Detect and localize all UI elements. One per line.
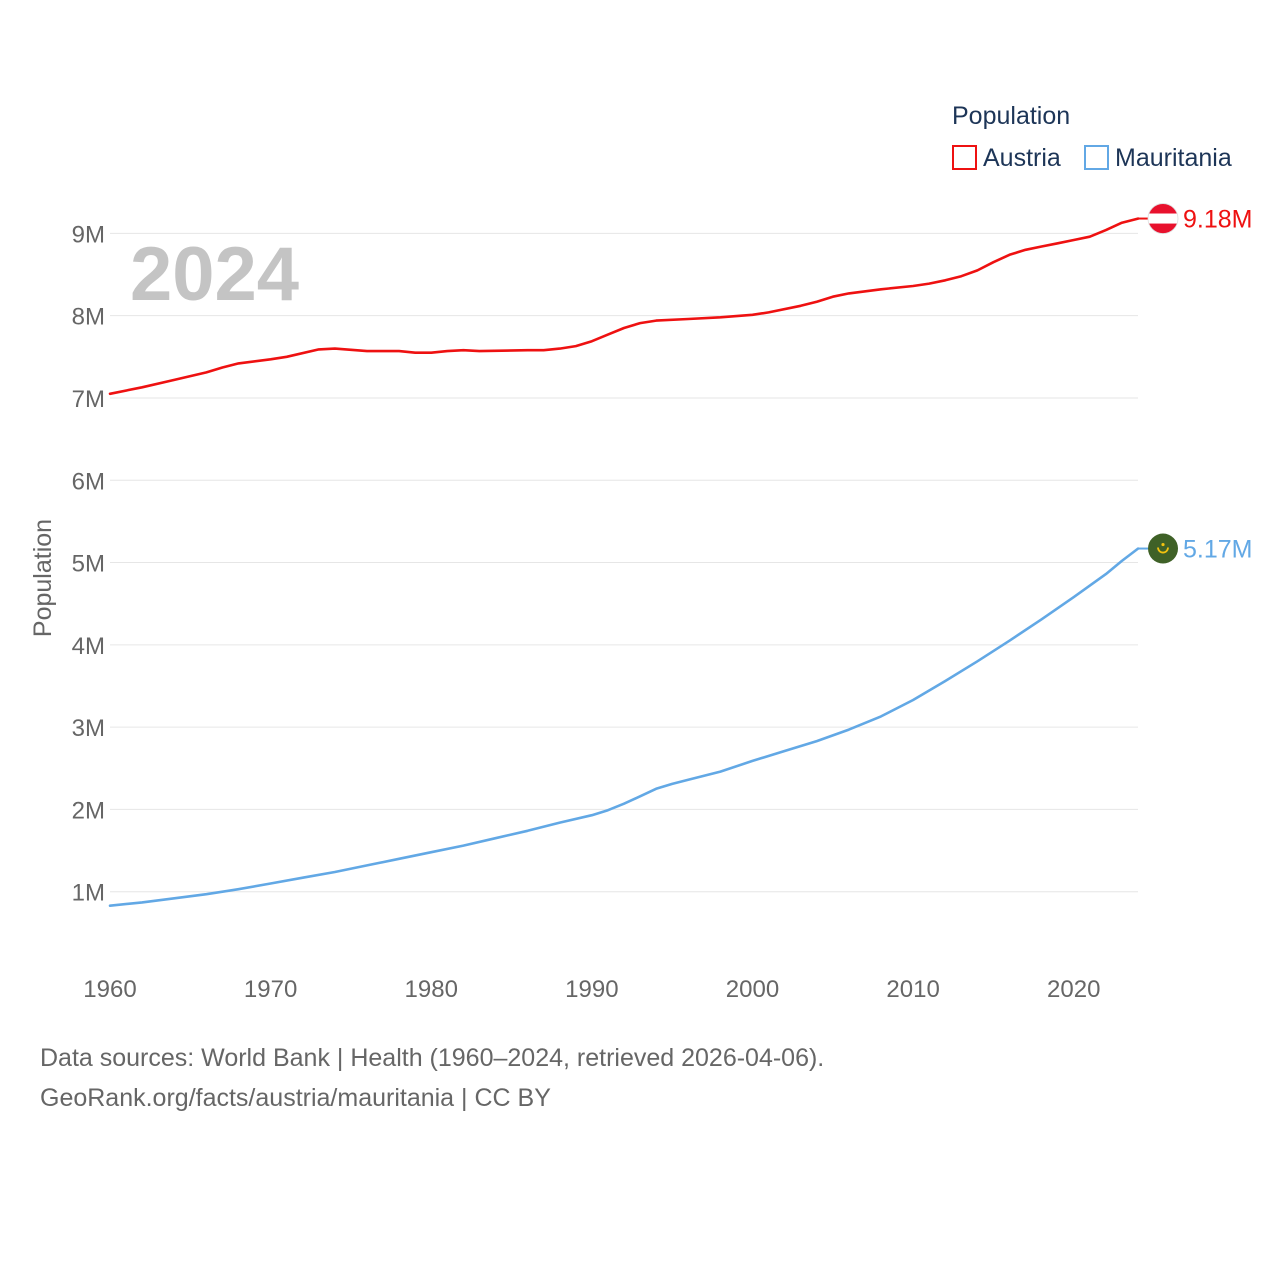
legend: Population Austria Mauritania (952, 102, 1232, 172)
legend-item-mauritania[interactable]: Mauritania (1084, 144, 1232, 172)
y-axis-label: Population (29, 519, 57, 637)
x-tick-label: 2010 (886, 976, 939, 1003)
legend-swatch-austria (952, 145, 977, 170)
legend-title: Population (952, 102, 1070, 130)
x-tick-label: 1980 (405, 976, 458, 1003)
x-axis-ticks: 1960 1970 1980 1990 2000 2010 2020 (83, 976, 1100, 1003)
legend-label-austria: Austria (983, 144, 1061, 172)
end-value-label-austria: 9.18M (1183, 206, 1252, 234)
y-tick-label: 2M (72, 797, 105, 824)
x-tick-label: 1970 (244, 976, 297, 1003)
series-line-mauritania[interactable] (108, 547, 1140, 907)
grid-lines (110, 232, 1138, 893)
series-end-markers: 9.18M 5.17M (1138, 203, 1252, 564)
y-tick-label: 5M (72, 551, 105, 578)
x-tick-label: 1990 (565, 976, 618, 1003)
y-tick-label: 1M (72, 880, 105, 907)
legend-item-austria[interactable]: Austria (952, 144, 1061, 172)
mauritania-flag-icon (1148, 533, 1178, 564)
x-tick-label: 1960 (83, 976, 136, 1003)
series-lines (108, 217, 1140, 907)
legend-swatch-mauritania (1084, 145, 1109, 170)
y-tick-label: 9M (72, 221, 105, 248)
austria-flag-icon (1147, 203, 1179, 234)
data-source-note: Data sources: World Bank | Health (1960–… (40, 1044, 825, 1072)
source-url-license: GeoRank.org/facts/austria/mauritania | C… (40, 1084, 551, 1112)
population-line-chart: 1M 2M 3M 4M 5M 6M 7M 8M 9M 1960 1970 1980 1990 2000 2… (29, 102, 1252, 1003)
year-display: 2024 (130, 232, 299, 317)
x-tick-label: 2020 (1047, 976, 1100, 1003)
x-tick-label: 2000 (726, 976, 779, 1003)
y-tick-label: 8M (72, 304, 105, 331)
y-axis-ticks: 1M 2M 3M 4M 5M 6M 7M 8M 9M (72, 221, 105, 906)
y-tick-label: 6M (72, 468, 105, 495)
legend-label-mauritania: Mauritania (1115, 144, 1232, 172)
series-line-austria[interactable] (108, 217, 1140, 396)
y-tick-label: 4M (72, 633, 105, 660)
y-tick-label: 3M (72, 715, 105, 742)
y-tick-label: 7M (72, 386, 105, 413)
end-value-label-mauritania: 5.17M (1183, 536, 1252, 564)
